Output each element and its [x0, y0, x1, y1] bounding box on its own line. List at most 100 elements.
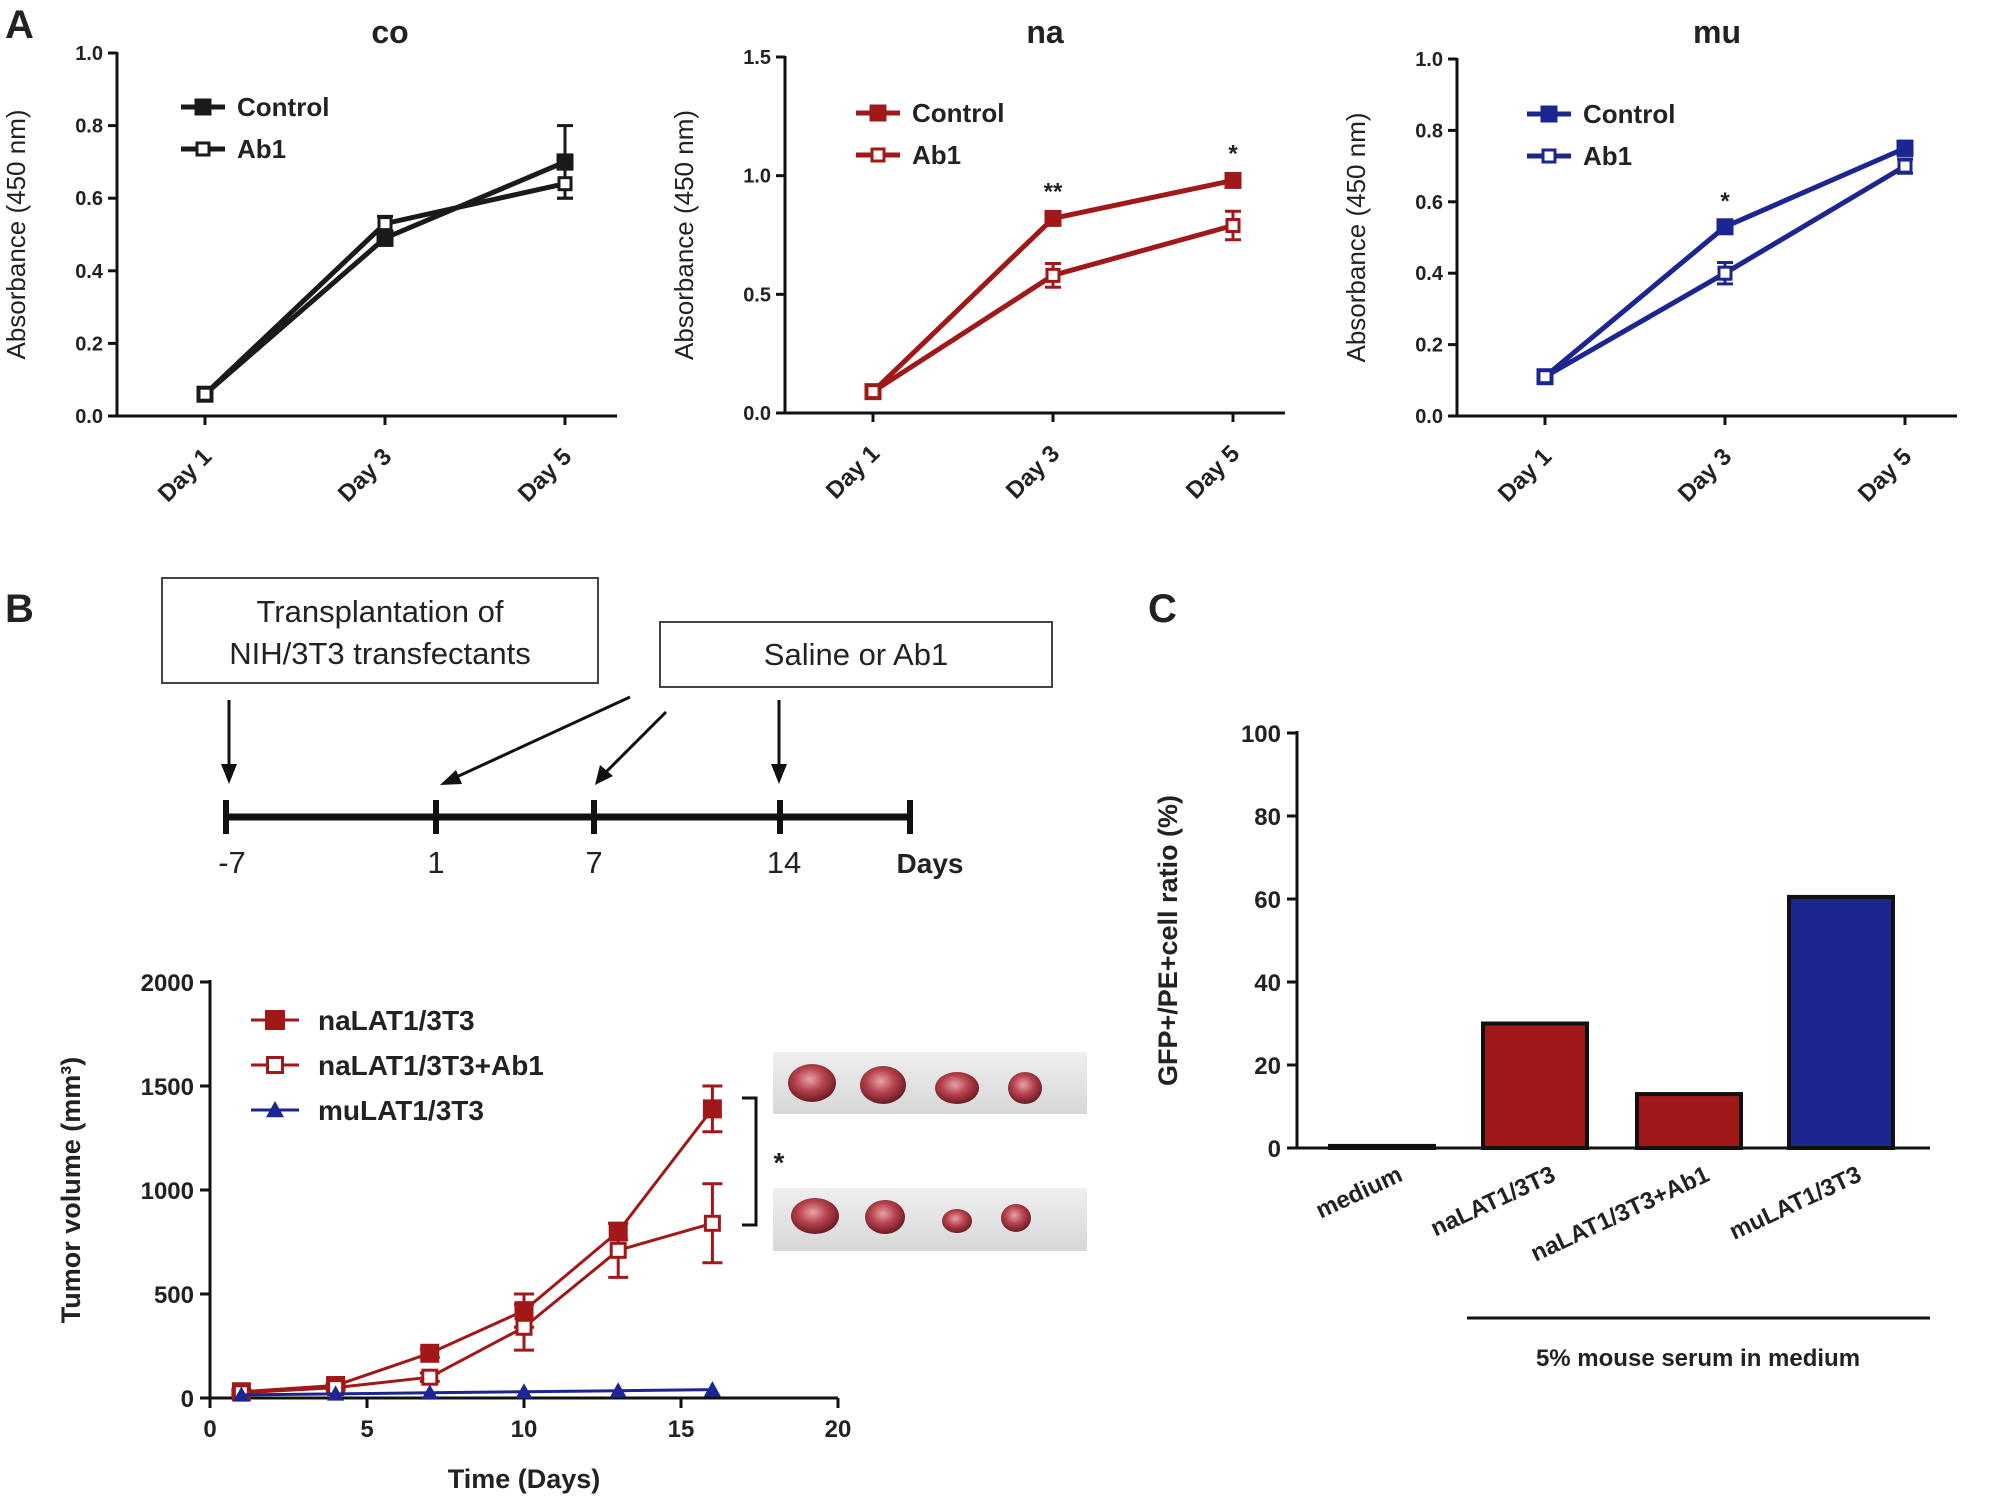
arrowhead-icon: [440, 770, 462, 785]
tumor-photos: [773, 1052, 1087, 1251]
timeline-schematic: Transplantation of NIH/3T3 transfectants…: [161, 577, 1053, 880]
data-point: [1045, 267, 1061, 283]
data-point: [376, 229, 394, 247]
x-tick-label: Day 3: [1673, 443, 1737, 507]
x-tick-label: 5: [360, 1416, 373, 1443]
timeline-tick-label: 1: [427, 845, 444, 880]
panel-label-b: B: [5, 587, 34, 631]
treatment-label: Saline or Ab1: [764, 637, 948, 672]
y-tick-label: 0.8: [1415, 120, 1443, 142]
x-tick-label: muLAT1/3T3: [1725, 1161, 1865, 1246]
significance-marker: *: [1228, 141, 1238, 168]
data-point: [421, 1384, 439, 1400]
tumor-image: [1001, 1204, 1031, 1232]
x-tick-label: medium: [1312, 1161, 1407, 1224]
data-point: [197, 386, 213, 402]
y-tick-label: 0.5: [743, 284, 771, 306]
legend-marker-open-square-icon: [195, 141, 211, 157]
y-tick-label: 1.0: [1415, 49, 1443, 71]
x-tick-label: 10: [511, 1416, 538, 1443]
y-tick-label: 1500: [141, 1074, 194, 1101]
x-tick-label: Day 1: [1493, 443, 1557, 507]
y-tick-label: 1.0: [75, 43, 103, 65]
arrowhead-icon: [771, 764, 787, 784]
y-tick-label: 0.8: [75, 116, 103, 138]
x-tick-label: Day 5: [1181, 440, 1245, 504]
bar-medium: [1328, 1143, 1436, 1151]
y-tick-label: 0.2: [1415, 335, 1443, 357]
x-tick-label: Day 5: [1853, 443, 1917, 507]
x-tick-label: Day 3: [1001, 440, 1065, 504]
chart-na: na 0.0 0.5 1.0 1.5 Day 1 Day 3 Day 5 Absorbance …: [669, 14, 1285, 505]
arrowhead-icon: [595, 765, 613, 785]
panel-label-c: C: [1148, 587, 1177, 631]
data-point: [1897, 158, 1913, 174]
timeline-tick-label: 14: [767, 845, 801, 880]
transplant-label-line1: Transplantation of: [256, 594, 503, 629]
data-point: [420, 1343, 440, 1363]
x-tick-label: 15: [668, 1416, 695, 1443]
data-point: [515, 1383, 533, 1399]
significance-marker: **: [1044, 179, 1063, 206]
x-tick-label: Day 3: [333, 443, 397, 507]
data-point: [232, 1386, 250, 1402]
x-axis-label: Time (Days): [448, 1464, 601, 1494]
y-tick-label: 500: [154, 1282, 194, 1309]
x-tick-label: 20: [825, 1416, 852, 1443]
data-point: [327, 1385, 345, 1401]
transplant-label-line2: NIH/3T3 transfectants: [229, 636, 531, 671]
legend-marker-filled-square-icon: [869, 104, 887, 122]
x-tick-label: Day 5: [513, 443, 577, 507]
legend-marker-triangle-icon: [266, 1101, 284, 1118]
significance-marker: *: [774, 1147, 785, 1178]
y-tick-label: 1.0: [743, 166, 771, 188]
arrow-diagonal-icon: [449, 695, 631, 782]
y-tick-label: 0.0: [75, 406, 103, 428]
tumor-image: [791, 1198, 839, 1234]
y-axis-label: Absorbance (450 nm): [1341, 112, 1371, 362]
timeline-arrows: [227, 695, 781, 782]
y-tick-label: 0: [181, 1386, 194, 1413]
legend-label: muLAT1/3T3: [318, 1095, 484, 1126]
data-point: [1225, 218, 1241, 234]
legend-marker-open-square-icon: [1541, 148, 1557, 164]
timeline-unit: Days: [897, 848, 964, 879]
transplant-box: [161, 577, 599, 684]
y-tick-label: 80: [1254, 804, 1281, 831]
y-tick-label: 40: [1254, 970, 1281, 997]
y-axis-label: Absorbance (450 nm): [669, 110, 699, 360]
series-line-ab1: [871, 223, 1234, 394]
data-point: [703, 1214, 721, 1232]
data-point: [556, 153, 574, 171]
legend-label: Control: [237, 92, 329, 122]
y-axis-label: GFP+/PE+cell ratio (%): [1153, 795, 1183, 1086]
x-tick-label: 0: [203, 1416, 216, 1443]
arrowheads: [221, 764, 787, 785]
series-line: [241, 1221, 713, 1395]
panel-label-a: A: [5, 3, 34, 47]
y-tick-label: 0.4: [75, 261, 104, 283]
bar-nalat1-3t3-ab1: [1635, 1092, 1743, 1151]
timeline-tick-label: -7: [218, 845, 246, 880]
tumor-image: [1008, 1072, 1042, 1104]
tumor-image: [788, 1064, 836, 1102]
legend-label: naLAT1/3T3: [318, 1005, 475, 1036]
data-point: [609, 1382, 627, 1398]
legend-marker-filled-square-icon: [265, 1010, 285, 1030]
data-point: [377, 216, 393, 232]
y-tick-label: 100: [1241, 721, 1281, 748]
data-point: [609, 1241, 627, 1259]
y-tick-label: 1000: [141, 1178, 194, 1205]
chart-mu: mu 0.0 0.2 0.4 0.6 0.8 1.0 Day 1 Day 3 Day 5 Absor…: [1341, 14, 1957, 508]
timeline-tick-label: 7: [585, 845, 602, 880]
x-tick-label: Day 1: [153, 443, 217, 507]
y-axis-label: Absorbance (450 nm): [1, 109, 31, 359]
y-tick-label: 0.2: [75, 333, 103, 355]
tumor-image: [942, 1209, 972, 1233]
series-line: [241, 1388, 713, 1397]
legend-marker-filled-square-icon: [194, 98, 212, 116]
legend-label: Ab1: [237, 134, 286, 164]
data-point: [865, 384, 881, 400]
data-point: [515, 1318, 533, 1336]
legend-label: naLAT1/3T3+Ab1: [318, 1050, 544, 1081]
